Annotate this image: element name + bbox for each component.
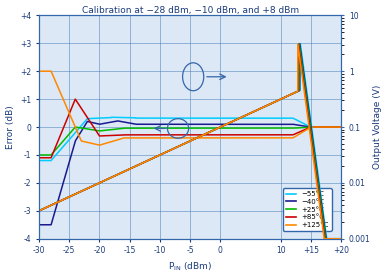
X-axis label: P$_{\rm IN}$ (dBm): P$_{\rm IN}$ (dBm) [168,261,212,273]
Legend: −55°C, −40°C, +25°C, +85°C, +125°C: −55°C, −40°C, +25°C, +85°C, +125°C [283,188,332,231]
Y-axis label: Output Voltage (V): Output Voltage (V) [373,85,383,169]
Y-axis label: Error (dB): Error (dB) [5,105,15,149]
Title: Calibration at −28 dBm, −10 dBm, and +8 dBm: Calibration at −28 dBm, −10 dBm, and +8 … [81,6,299,15]
